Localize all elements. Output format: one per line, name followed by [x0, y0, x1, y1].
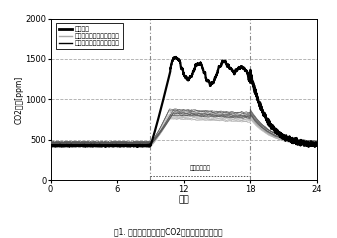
X-axis label: 時刻: 時刻	[178, 195, 189, 204]
Y-axis label: CO2濃度[ppm]: CO2濃度[ppm]	[15, 75, 24, 124]
Legend: 換気停止, 換気運転（熱交換「有」）, 換気運転（熱交換「無」）: 換気停止, 換気運転（熱交換「有」）, 換気運転（熱交換「無」）	[56, 23, 123, 50]
Text: 図1. 換気の有無によるCO2濃度の差異【冬期】: 図1. 換気の有無によるCO2濃度の差異【冬期】	[114, 228, 223, 237]
Text: 換気停止時間: 換気停止時間	[190, 166, 211, 172]
